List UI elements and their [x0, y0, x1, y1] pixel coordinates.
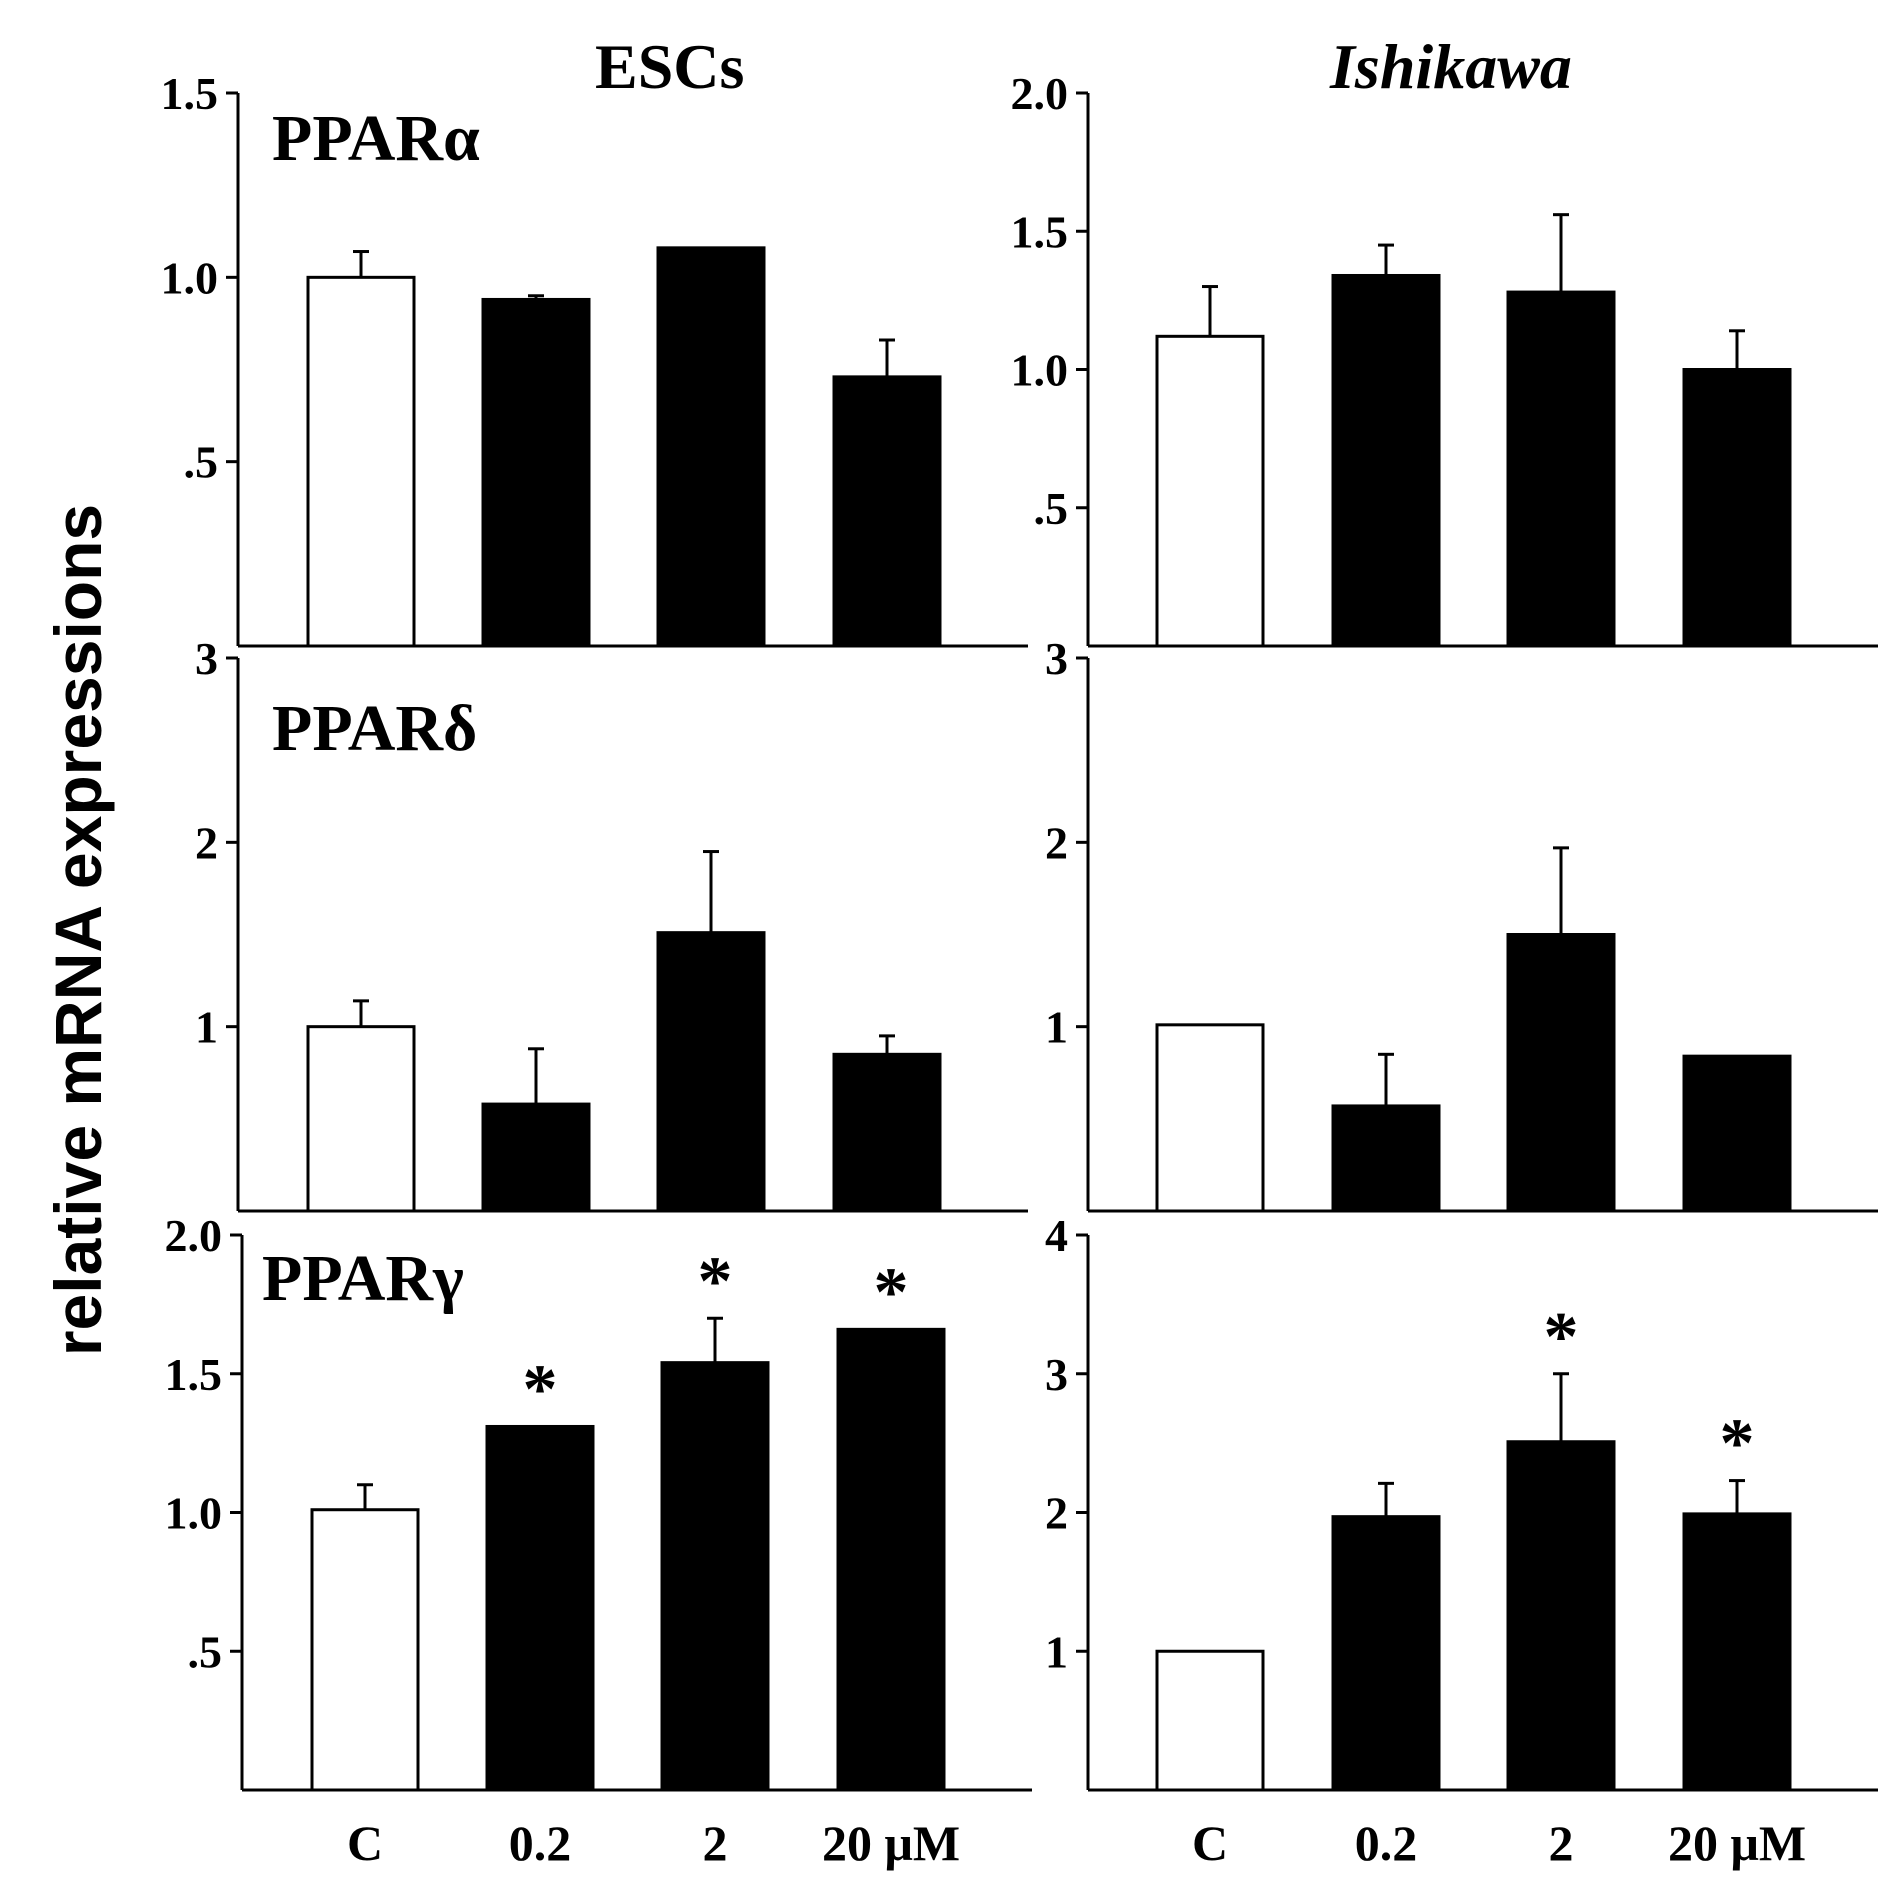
p2-bar	[656, 931, 766, 1213]
p2-bar	[306, 1025, 416, 1213]
p1-y-tick-label: .5	[184, 437, 219, 488]
p2-bar	[832, 1052, 942, 1213]
p6-y-tick-label: 4	[1045, 1210, 1068, 1261]
p3-x-tick-label: 2	[703, 1815, 728, 1871]
p5-bar	[1155, 1023, 1265, 1213]
p6-y-tick-label: 2	[1045, 1488, 1068, 1539]
p4-y-tick-label: 2.0	[1011, 68, 1069, 119]
p6-bar	[1682, 1512, 1792, 1792]
p6-x-tick-label: C	[1192, 1815, 1228, 1871]
p3-bar	[660, 1361, 770, 1792]
column-title-escs: ESCs	[595, 31, 745, 102]
p5-y-tick-label: 3	[1045, 633, 1068, 684]
p3-x-tick-label: C	[347, 1815, 383, 1871]
p3-bar	[310, 1508, 420, 1792]
p6-bar	[1155, 1649, 1265, 1792]
p6-y-tick-label: 3	[1045, 1349, 1068, 1400]
p6-significance-star: *	[1720, 1406, 1755, 1483]
y-axis-label: relative mRNA expressions	[8, 0, 148, 1874]
p3-gene-label: PPARγ	[262, 1242, 464, 1315]
p5-y-tick-label: 1	[1045, 1002, 1068, 1053]
p3-y-tick-label: 1.0	[165, 1488, 223, 1539]
p1-bar	[306, 275, 416, 648]
p6-x-tick-label: 0.2	[1355, 1815, 1418, 1871]
p6-x-tick-label: 20 μM	[1668, 1815, 1806, 1871]
p3-significance-star: *	[698, 1243, 733, 1320]
p2-bar	[481, 1102, 591, 1213]
p3-y-tick-label: 1.5	[165, 1349, 223, 1400]
p5-bar	[1506, 933, 1616, 1213]
y-axis-label-text: relative mRNA expressions	[41, 503, 115, 1357]
p2-gene-label: PPARδ	[272, 692, 477, 765]
p6-bar	[1331, 1515, 1441, 1792]
p6-significance-star: *	[1544, 1299, 1579, 1376]
p4-bar	[1155, 334, 1265, 648]
p4-y-tick-label: .5	[1034, 483, 1069, 534]
p3-y-tick-label: 2.0	[165, 1210, 223, 1261]
p3-bar	[836, 1327, 946, 1792]
p3-significance-star: *	[523, 1351, 558, 1428]
p1-bar	[832, 375, 942, 648]
p3-significance-star: *	[874, 1254, 909, 1331]
p2-y-tick-label: 3	[195, 633, 218, 684]
p4-y-tick-label: 1.0	[1011, 345, 1069, 396]
p3-bar	[485, 1424, 595, 1792]
p6-y-tick-label: 1	[1045, 1626, 1068, 1677]
p1-bar	[481, 297, 591, 648]
p1-y-tick-label: 1.5	[161, 68, 219, 119]
p5-bar	[1682, 1054, 1792, 1213]
p1-bar	[656, 246, 766, 648]
column-title-ishikawa: Ishikawa	[1330, 31, 1572, 102]
p1-gene-label: PPARα	[272, 102, 480, 175]
p5-bar	[1331, 1104, 1441, 1213]
p3-y-tick-label: .5	[188, 1626, 223, 1677]
p6-x-tick-label: 2	[1549, 1815, 1574, 1871]
p4-bar	[1506, 290, 1616, 648]
p4-y-tick-label: 1.5	[1011, 206, 1069, 257]
p1-y-tick-label: 1.0	[161, 252, 219, 303]
p3-x-tick-label: 0.2	[509, 1815, 572, 1871]
p3-x-tick-label: 20 μM	[822, 1815, 960, 1871]
p5-y-tick-label: 2	[1045, 817, 1068, 868]
p6-bar	[1506, 1440, 1616, 1792]
p2-y-tick-label: 2	[195, 817, 218, 868]
p2-y-tick-label: 1	[195, 1002, 218, 1053]
p4-bar	[1331, 273, 1441, 648]
p4-bar	[1682, 368, 1792, 648]
